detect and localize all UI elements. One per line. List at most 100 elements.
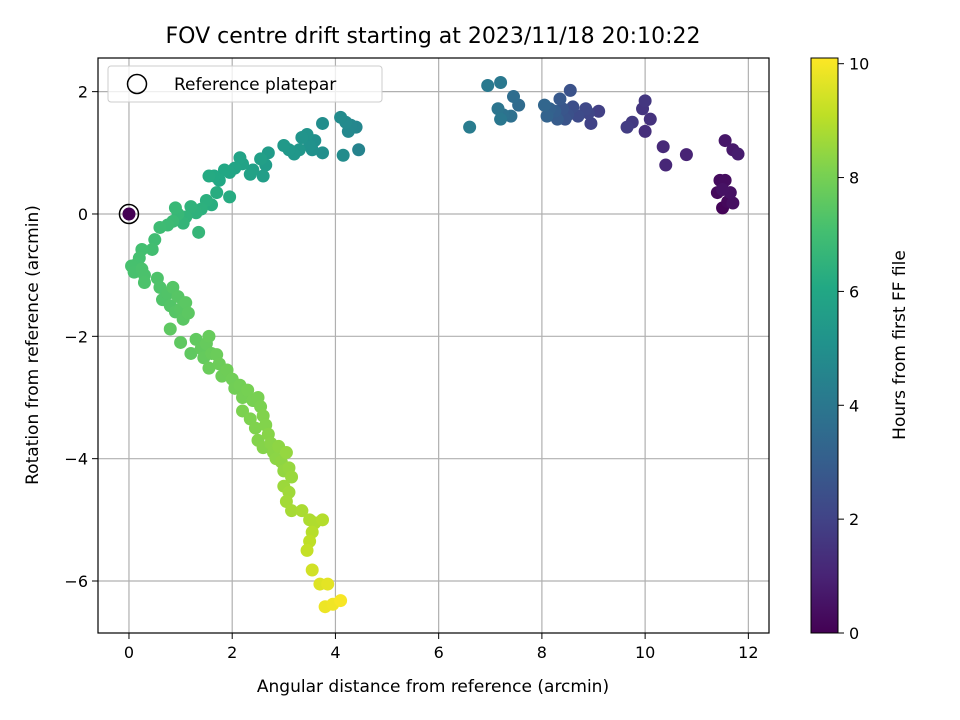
data-point bbox=[184, 346, 198, 360]
y-tick-label: −2 bbox=[64, 327, 88, 346]
x-tick-label: 12 bbox=[738, 643, 758, 662]
x-tick-label: 2 bbox=[227, 643, 237, 662]
colorbar-tick-label: 8 bbox=[849, 169, 859, 188]
y-axis-label: Rotation from reference (arcmin) bbox=[23, 205, 43, 485]
data-point bbox=[285, 470, 299, 484]
data-point bbox=[295, 504, 309, 518]
data-point bbox=[168, 201, 182, 215]
colorbar-gradient bbox=[810, 57, 839, 634]
data-point bbox=[537, 98, 551, 112]
x-tick-label: 0 bbox=[124, 643, 134, 662]
data-point bbox=[202, 361, 216, 375]
data-point bbox=[243, 167, 257, 181]
data-point bbox=[153, 220, 167, 234]
data-point bbox=[553, 92, 567, 106]
data-point bbox=[592, 104, 606, 118]
reference-data-point bbox=[122, 207, 136, 221]
data-point bbox=[210, 186, 224, 200]
data-point bbox=[202, 169, 216, 183]
data-point bbox=[620, 120, 634, 134]
data-point bbox=[254, 152, 268, 166]
chart-title: FOV centre drift starting at 2023/11/18 … bbox=[166, 24, 701, 49]
data-point bbox=[316, 116, 330, 130]
x-tick-label: 4 bbox=[330, 643, 340, 662]
data-point bbox=[223, 190, 237, 204]
data-points bbox=[125, 75, 745, 614]
y-tick-label: 2 bbox=[78, 83, 88, 102]
data-point bbox=[563, 83, 577, 97]
data-point bbox=[336, 148, 350, 162]
data-point bbox=[481, 79, 495, 93]
data-point bbox=[659, 158, 673, 172]
data-point bbox=[494, 112, 508, 126]
data-point bbox=[321, 577, 335, 591]
legend: Reference platepar bbox=[107, 65, 383, 103]
data-point bbox=[731, 147, 745, 161]
colorbar-tick-label: 2 bbox=[849, 510, 859, 529]
data-point bbox=[656, 140, 670, 154]
colorbar-tick-label: 4 bbox=[849, 396, 859, 415]
data-point bbox=[334, 594, 348, 608]
data-point bbox=[300, 543, 314, 557]
data-point bbox=[463, 120, 477, 134]
data-point bbox=[638, 124, 652, 138]
y-tick-label: −6 bbox=[64, 572, 88, 591]
legend-marker-icon bbox=[126, 73, 148, 95]
x-tick-label: 8 bbox=[537, 643, 547, 662]
data-point bbox=[352, 143, 366, 157]
data-point bbox=[233, 151, 247, 165]
data-point bbox=[163, 322, 177, 336]
data-point bbox=[303, 138, 317, 152]
legend-label: Reference platepar bbox=[174, 75, 336, 95]
data-point bbox=[638, 94, 652, 108]
data-point bbox=[277, 138, 291, 152]
data-point bbox=[179, 296, 193, 310]
y-axis-ticks: −6 −4 −2 0 2 bbox=[64, 83, 98, 591]
data-point bbox=[540, 109, 554, 123]
data-point bbox=[718, 134, 732, 148]
plot-frame bbox=[97, 57, 770, 634]
data-point bbox=[494, 75, 508, 89]
data-point bbox=[184, 200, 198, 214]
colorbar-tick-label: 0 bbox=[849, 624, 859, 643]
reference-ring bbox=[118, 203, 140, 225]
data-point bbox=[137, 275, 151, 289]
colorbar: 0 2 4 6 8 10 Hours from first FF file bbox=[810, 55, 910, 643]
legend-box bbox=[107, 65, 383, 103]
data-point bbox=[217, 163, 231, 177]
data-point bbox=[279, 446, 293, 460]
data-point bbox=[248, 421, 262, 435]
data-point bbox=[584, 116, 598, 130]
x-axis-ticks: 0 2 4 6 8 10 12 bbox=[124, 633, 759, 662]
data-point bbox=[507, 90, 521, 104]
data-point bbox=[181, 306, 195, 320]
x-tick-label: 10 bbox=[635, 643, 655, 662]
colorbar-tick-label: 6 bbox=[849, 282, 859, 301]
data-point bbox=[285, 504, 299, 518]
data-point bbox=[295, 131, 309, 145]
data-point bbox=[202, 329, 216, 343]
data-point bbox=[679, 148, 693, 162]
x-axis-label: Angular distance from reference (arcmin) bbox=[257, 677, 609, 697]
data-point bbox=[643, 112, 657, 126]
data-point bbox=[148, 233, 162, 247]
y-tick-label: 0 bbox=[78, 205, 88, 224]
colorbar-ticks: 0 2 4 6 8 10 bbox=[838, 55, 869, 643]
data-point bbox=[716, 183, 730, 197]
data-point bbox=[316, 146, 330, 160]
data-point bbox=[726, 196, 740, 210]
reference-platepar-marker bbox=[118, 203, 140, 225]
data-point bbox=[236, 404, 250, 418]
colorbar-label: Hours from first FF file bbox=[890, 250, 910, 440]
data-point bbox=[256, 169, 270, 183]
data-point bbox=[334, 110, 348, 124]
data-point bbox=[145, 242, 159, 256]
x-tick-label: 6 bbox=[434, 643, 444, 662]
y-tick-label: −4 bbox=[64, 450, 88, 469]
data-point bbox=[192, 225, 206, 239]
data-point bbox=[305, 563, 319, 577]
data-point bbox=[316, 513, 330, 527]
data-point bbox=[241, 383, 255, 397]
data-point bbox=[491, 102, 505, 116]
